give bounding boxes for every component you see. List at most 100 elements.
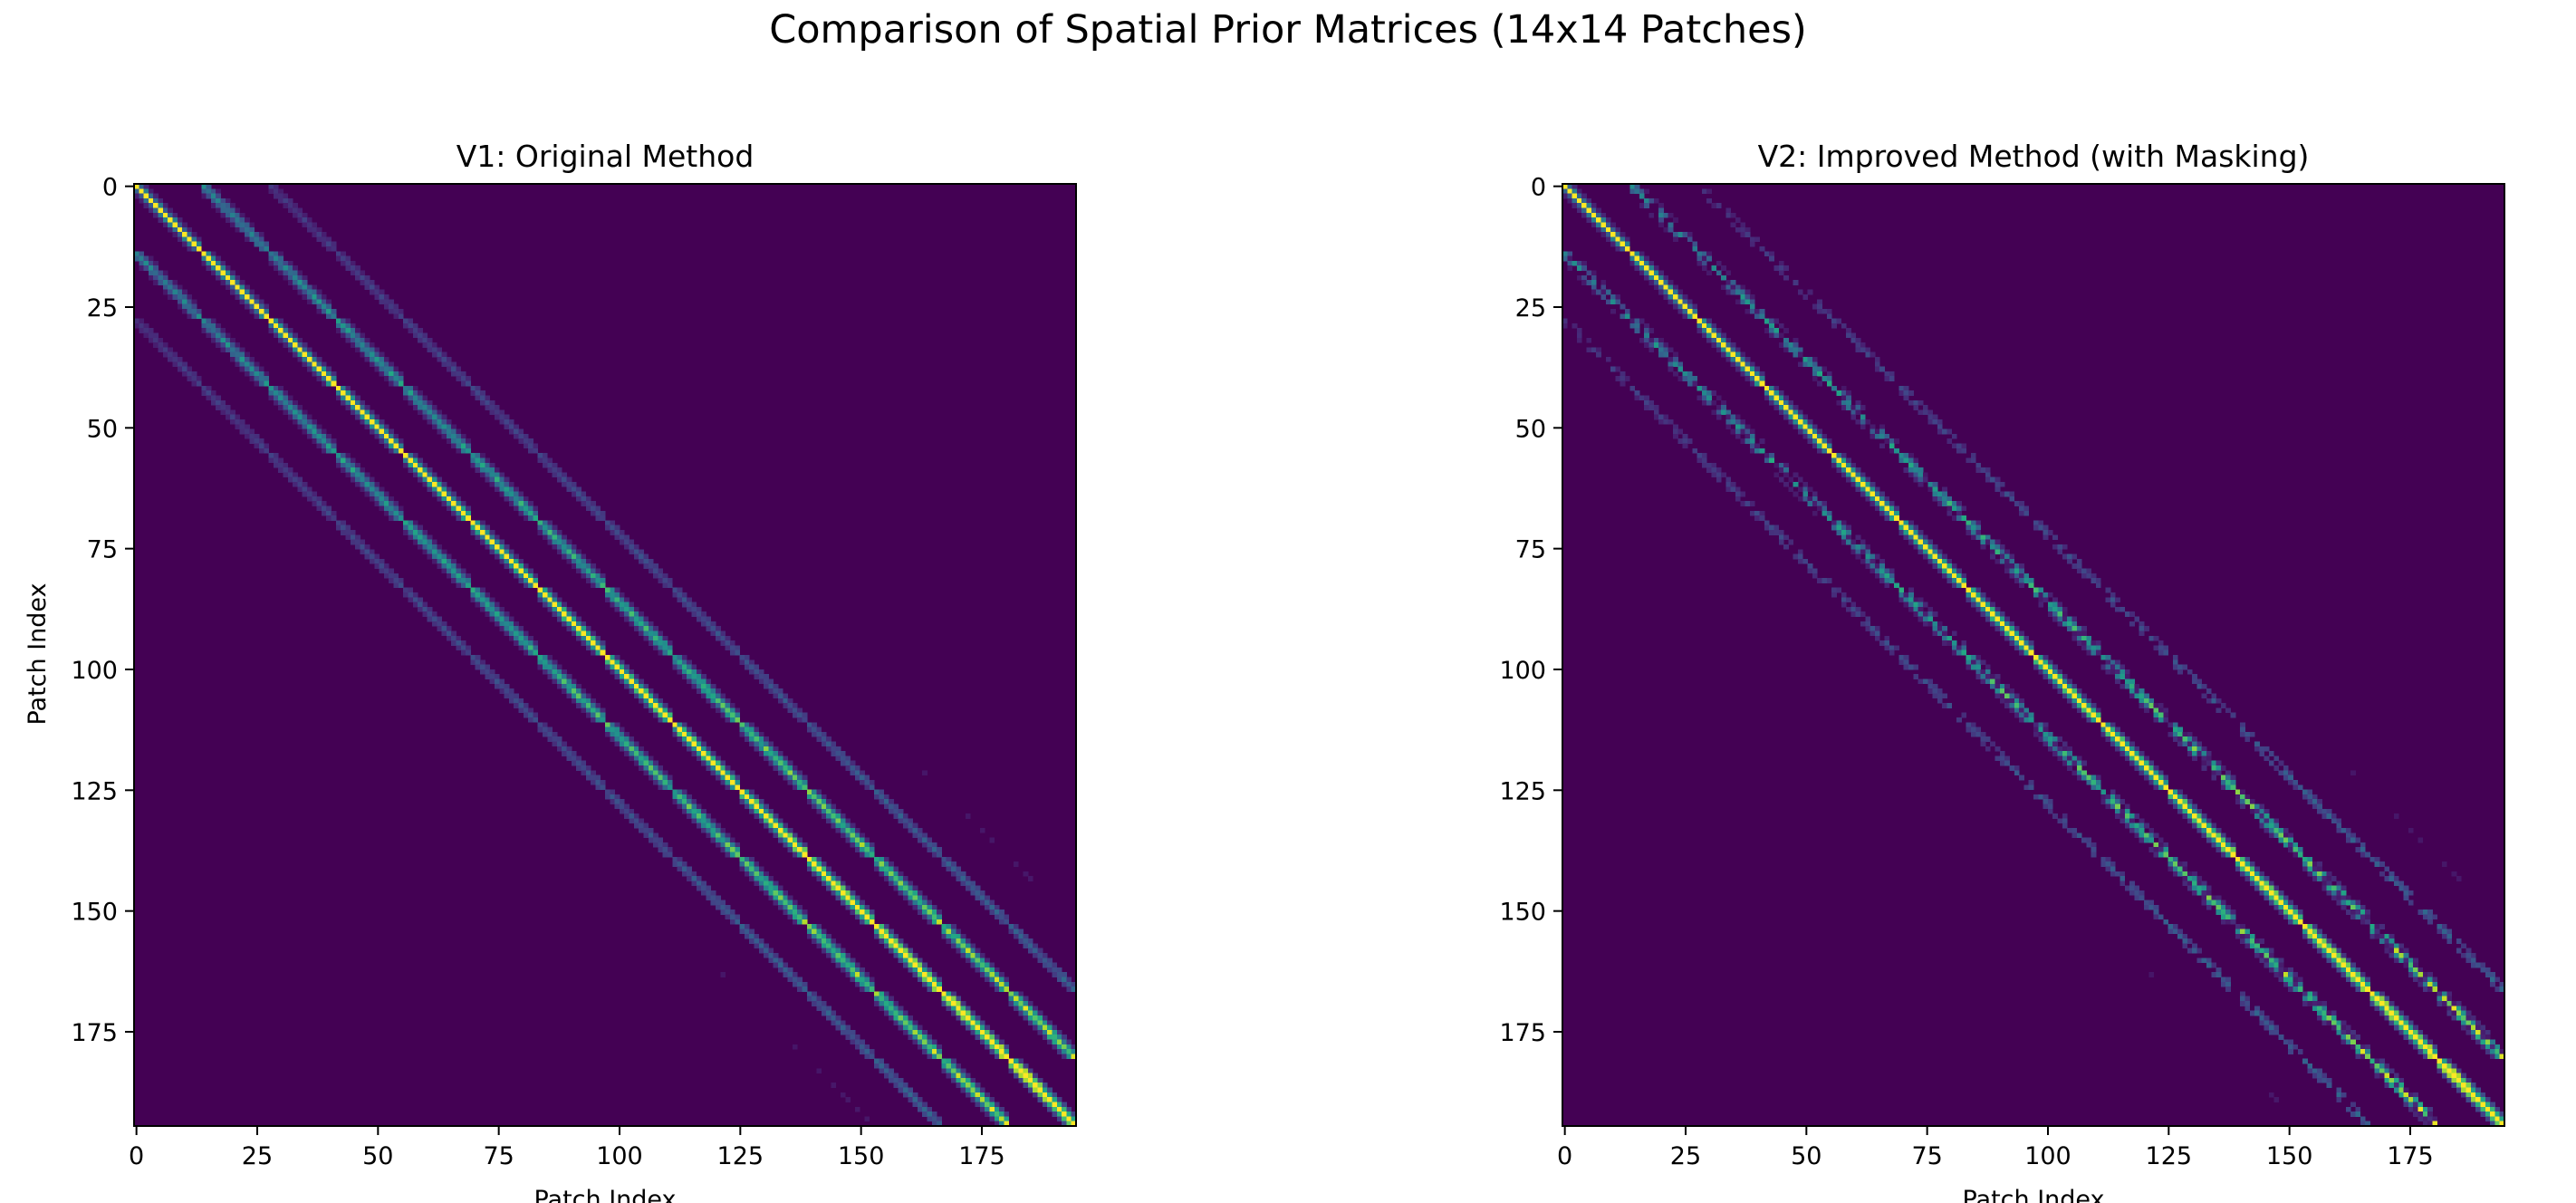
heatmap-cell	[720, 765, 726, 771]
heatmap-cell	[1994, 626, 2001, 631]
heatmap-cell	[1860, 424, 1866, 430]
heatmap-cell	[293, 337, 298, 343]
heatmap-cell	[508, 621, 514, 627]
heatmap-cell	[1961, 443, 1967, 449]
heatmap-cell	[1956, 501, 1962, 506]
heatmap-cell	[287, 203, 293, 208]
heatmap-cell	[1898, 655, 1905, 660]
heatmap-cell	[1663, 289, 1669, 295]
heatmap-cell	[326, 241, 332, 247]
heatmap-cell	[672, 587, 678, 593]
heatmap-cell	[1677, 289, 1684, 295]
heatmap-cell	[427, 534, 433, 541]
heatmap-cell	[922, 904, 928, 910]
heatmap-cell	[667, 650, 673, 656]
heatmap-cell	[1677, 294, 1684, 300]
heatmap-cell	[826, 741, 831, 747]
heatmap-cell	[1697, 328, 1703, 333]
heatmap-cell	[508, 496, 514, 502]
heatmap-cell	[1961, 640, 1967, 646]
heatmap-cell	[1975, 664, 1982, 670]
heatmap-cell	[696, 751, 702, 756]
heatmap-cell	[1922, 539, 1928, 545]
heatmap-cell	[1817, 380, 1822, 387]
heatmap-cell	[725, 765, 731, 771]
heatmap-cell	[1773, 525, 1780, 531]
heatmap-cell	[1817, 501, 1822, 506]
heatmap-cell	[629, 736, 635, 742]
heatmap-cell	[398, 376, 404, 381]
heatmap-cell	[2009, 630, 2015, 637]
heatmap-cell	[1937, 491, 1943, 497]
heatmap-cell	[889, 866, 894, 872]
heatmap-cell	[571, 486, 577, 492]
heatmap-cell	[653, 563, 658, 569]
heatmap-cell	[379, 428, 385, 435]
heatmap-cell	[1966, 530, 1972, 535]
heatmap-cell	[485, 664, 491, 670]
heatmap-cell	[230, 351, 235, 358]
heatmap-cell	[485, 467, 491, 473]
heatmap-cell	[321, 361, 327, 368]
heatmap-cell	[643, 683, 649, 689]
heatmap-cell	[374, 553, 380, 560]
heatmap-cell	[1942, 491, 1947, 497]
heatmap-cell	[653, 645, 658, 651]
heatmap-cell	[556, 534, 562, 541]
heatmap-cell	[879, 866, 885, 872]
heatmap-cell	[547, 659, 553, 666]
heatmap-cell	[629, 813, 635, 819]
heatmap-cell	[418, 337, 423, 343]
heatmap-cell	[1745, 428, 1751, 435]
heatmap-cell	[768, 746, 774, 752]
heatmap-cell	[912, 890, 918, 896]
heatmap-cell	[278, 197, 284, 204]
heatmap-cell	[2023, 645, 2030, 651]
heatmap-cell	[441, 630, 447, 637]
heatmap-cell	[629, 539, 635, 545]
heatmap-cell	[2043, 655, 2049, 660]
heatmap-cell	[691, 808, 697, 814]
heatmap-cell	[191, 313, 197, 319]
heatmap-cell	[451, 361, 457, 368]
heatmap-cell	[239, 289, 245, 295]
heatmap-cell	[729, 842, 735, 848]
heatmap-cell	[2047, 592, 2053, 598]
heatmap-cell	[293, 207, 298, 214]
heatmap-cell	[350, 265, 356, 271]
heatmap-cell	[307, 217, 312, 223]
heatmap-cell	[283, 342, 289, 348]
heatmap-cell	[797, 707, 803, 714]
heatmap-cell	[931, 914, 937, 920]
heatmap-cell	[1701, 318, 1707, 324]
heatmap-cell	[581, 621, 587, 627]
heatmap-cell	[398, 443, 404, 449]
heatmap-cell	[787, 842, 793, 848]
heatmap-cell	[460, 501, 466, 506]
heatmap-cell	[225, 274, 231, 281]
heatmap-cell	[148, 332, 154, 339]
heatmap-cell	[456, 640, 462, 646]
heatmap-cell	[917, 900, 923, 906]
heatmap-cell	[600, 578, 606, 583]
heatmap-cell	[514, 630, 519, 637]
heatmap-cell	[841, 760, 846, 766]
heatmap-cell	[1653, 270, 1659, 276]
heatmap-cell	[687, 746, 692, 752]
heatmap-cell	[677, 587, 683, 593]
heatmap-cell	[778, 688, 783, 694]
heatmap-cell	[2091, 578, 2097, 583]
heatmap-cell	[504, 553, 510, 560]
heatmap-cell	[168, 347, 173, 353]
heatmap-cell	[917, 828, 923, 833]
heatmap-cell	[595, 703, 601, 708]
heatmap-cell	[2004, 630, 2010, 637]
heatmap-cell	[2091, 650, 2097, 656]
heatmap-cell	[566, 549, 572, 554]
heatmap-cell	[307, 361, 312, 368]
heatmap-cell	[360, 405, 366, 410]
heatmap-cell	[2009, 621, 2015, 627]
heatmap-cell	[1725, 419, 1732, 425]
heatmap-cell	[696, 688, 702, 694]
heatmap-cell	[1677, 308, 1684, 314]
